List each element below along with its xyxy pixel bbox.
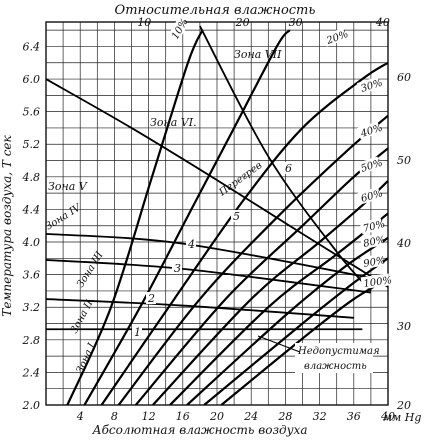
y-tick-label: 3.6	[23, 269, 41, 282]
x-axis-unit: мм Hg	[383, 411, 421, 424]
rh-curve-30pct	[100, 61, 388, 405]
top-tick-label: 30	[289, 16, 303, 29]
zone-5-label: Зона V	[48, 180, 88, 193]
y-tick-label: 4.8	[22, 171, 41, 184]
top-axis-title: Относительная влажность	[115, 3, 316, 18]
nedopust-annotation: Недопустимая	[297, 346, 380, 357]
annotation-backdrop	[295, 343, 373, 373]
rh-curve-90pct	[203, 257, 388, 405]
top-tick-label: 20	[235, 16, 250, 29]
boundary-line-4	[46, 232, 376, 280]
boundary-label-1: 1	[134, 326, 141, 339]
boundary-label-backdrop	[146, 292, 156, 304]
vlazhnost-annotation: влажность	[304, 361, 367, 372]
rh-label-backdrop	[167, 18, 189, 43]
boundary-line-5	[46, 78, 388, 288]
curves	[46, 25, 388, 405]
boundary-line-2	[46, 298, 354, 319]
tick-labels: 4 8 12 16 20 24 28 32 36 402.02.42.83.23.64.04.44…	[22, 16, 412, 423]
y-tick-label: 2.0	[22, 399, 41, 412]
right-tick-label: 30	[397, 320, 411, 333]
y-tick-label: 4.0	[22, 236, 41, 249]
y-tick-label: 6.0	[23, 73, 41, 86]
rh-curve-70pct	[169, 212, 388, 405]
top-tick-label: 10	[137, 16, 151, 29]
boundary-label-backdrop	[231, 210, 241, 222]
boundary-line-6	[199, 25, 372, 292]
x-tick-label: 40	[380, 410, 395, 423]
rh-label-backdrop	[360, 253, 384, 270]
boundary-label-3: 3	[174, 262, 181, 275]
rh-curve-100pct	[220, 277, 388, 405]
y-tick-label: 2.4	[22, 366, 41, 379]
right-tick-label: 50	[397, 154, 411, 167]
rh-label-backdrop	[357, 121, 382, 140]
x-tick-label: 16	[176, 410, 190, 423]
x-tick-label: 4	[76, 410, 84, 423]
boundary-label-5: 5	[233, 210, 240, 223]
boundary-label-4: 4	[187, 238, 195, 251]
boundary-label-6: 6	[285, 162, 292, 175]
boundary-label-2: 2	[147, 292, 155, 305]
boundary-label-backdrop	[172, 262, 182, 274]
boundary-label-backdrop	[132, 326, 142, 338]
y-axis-title: Температура воздуха, T сек	[0, 134, 14, 316]
annotation-leader	[257, 335, 301, 353]
x-tick-label: 28	[277, 410, 292, 423]
x-tick-label: 36	[347, 410, 361, 423]
boundary-label-backdrop	[186, 238, 196, 250]
top-tick-label: 40	[375, 16, 390, 29]
rh-curve-50pct	[134, 147, 388, 405]
y-tick-label: 2.8	[22, 334, 41, 347]
rh-curve-10pct	[66, 29, 204, 405]
x-tick-label: 8	[111, 410, 118, 423]
right-tick-label: 20	[396, 399, 411, 412]
y-tick-label: 5.6	[23, 106, 41, 119]
x-tick-label: 20	[209, 410, 224, 423]
rh-label-backdrop	[359, 217, 384, 235]
y-tick-label: 3.2	[23, 301, 41, 314]
x-tick-label: 12	[142, 410, 156, 423]
x-tick-label: 24	[243, 410, 258, 423]
rh-label-backdrop	[359, 233, 384, 250]
rh-label-backdrop	[322, 27, 348, 47]
rh-label-90pct: 90%	[363, 255, 387, 270]
rh-curve-20pct	[83, 29, 291, 405]
boundary-line-3	[46, 259, 372, 294]
x-tick-label: 32	[313, 410, 327, 423]
rh-label-backdrop	[357, 76, 382, 95]
rh-label-backdrop	[357, 156, 382, 175]
rh-curve-40pct	[117, 114, 388, 405]
right-tick-label: 40	[396, 237, 411, 250]
zone-6-label: Зона VI.	[150, 116, 197, 129]
grid	[45, 21, 389, 406]
y-tick-label: 5.2	[23, 138, 41, 151]
rh-label-100pct: 100%	[363, 275, 393, 290]
y-tick-label: 4.4	[22, 203, 41, 216]
rh-curve-80pct	[186, 237, 388, 405]
rh-label-70pct: 70%	[362, 219, 386, 235]
rh-label-backdrop	[360, 273, 391, 290]
zone-7-label: Зона VII	[234, 48, 282, 61]
y-tick-label: 6.4	[23, 40, 41, 53]
rh-label-80pct: 80%	[362, 235, 386, 250]
x-axis-title: Абсолютная влажность воздуха	[92, 423, 308, 437]
rh-label-backdrop	[357, 187, 382, 205]
right-tick-label: 60	[397, 71, 411, 84]
boundary-label-backdrop	[283, 162, 293, 174]
